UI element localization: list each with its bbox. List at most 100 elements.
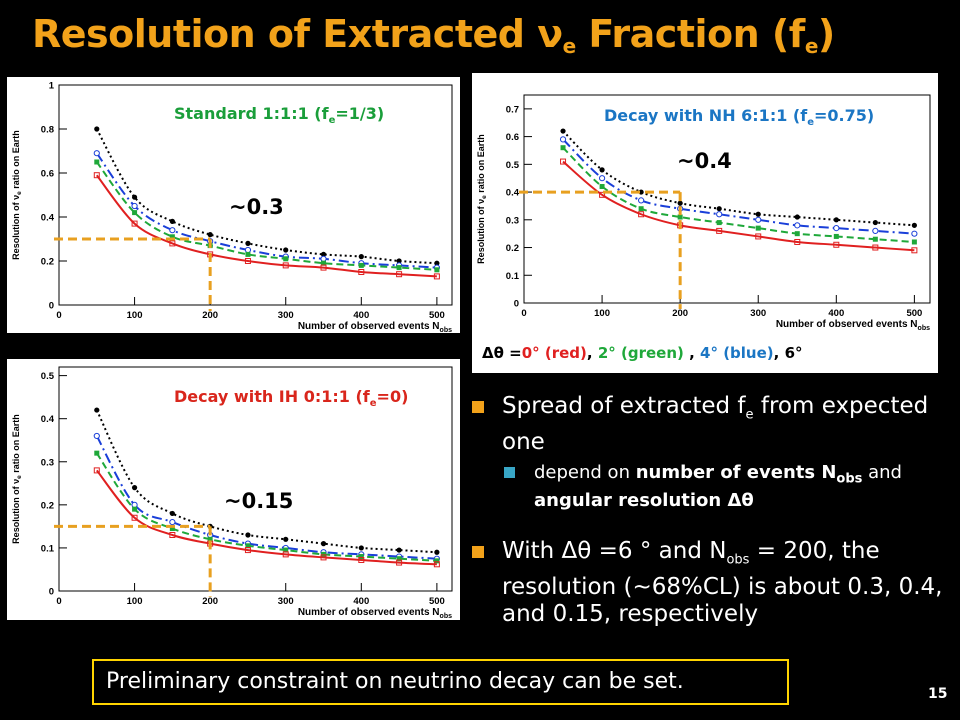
data-point — [677, 214, 683, 220]
delta-theta-legend: Δθ =0° (red), 2° (green) , 4° (blue), 6° — [482, 344, 803, 362]
y-tick-label: 0.2 — [506, 243, 519, 254]
data-point — [282, 551, 289, 558]
data-point — [169, 518, 176, 526]
y-tick-label: 0.8 — [41, 125, 54, 136]
resolution-annotation: ~0.3 — [229, 195, 284, 219]
x-tick-label: 400 — [828, 308, 844, 319]
plot-decay-ih: 0 0.1 0.2 0.3 0.4 0.5 0 100 200 300 400 500 Number o… — [7, 359, 460, 620]
sub-bullet-depend: depend on number of events Nobs and angu… — [502, 462, 950, 513]
data-point — [599, 191, 606, 198]
x-tick-label: 400 — [353, 310, 369, 321]
y-tick-label: 0.2 — [41, 257, 54, 268]
data-point — [169, 532, 176, 538]
data-point — [358, 269, 365, 275]
data-point — [911, 222, 917, 228]
data-point — [169, 234, 175, 240]
data-point — [560, 145, 566, 151]
data-point — [321, 260, 327, 266]
data-point — [320, 554, 327, 561]
x-tick-label: 200 — [202, 310, 218, 321]
data-point — [559, 136, 567, 143]
page-number: 15 — [928, 686, 948, 702]
data-point — [794, 231, 800, 237]
plot-decay-nh: 0 0.1 0.2 0.3 0.4 0.5 0.6 0.7 0 100 200 300 400 500 Nu… — [472, 73, 938, 373]
x-tick-label: 400 — [353, 596, 369, 607]
chart-decay-nh-svg: 0 0.1 0.2 0.3 0.4 0.5 0.6 0.7 0 100 200 300 400 500Nu… — [476, 94, 931, 332]
data-point — [93, 150, 100, 157]
data-point — [434, 260, 440, 266]
x-tick-label: 500 — [906, 308, 922, 319]
series-line — [562, 138, 915, 235]
data-point — [716, 211, 723, 218]
data-point — [396, 258, 402, 264]
x-tick-label: 0 — [521, 308, 526, 319]
data-point — [755, 225, 761, 231]
data-point — [93, 432, 100, 440]
data-point — [321, 551, 327, 557]
series-line — [95, 452, 437, 562]
data-point — [794, 214, 800, 220]
plot-frame — [523, 94, 931, 304]
x-tick-label: 0 — [56, 310, 61, 321]
data-point — [131, 485, 138, 491]
data-point — [433, 561, 440, 568]
data-point — [320, 251, 327, 257]
data-point — [94, 126, 100, 132]
data-point — [169, 526, 175, 532]
data-point — [244, 246, 252, 254]
data-point — [320, 255, 327, 262]
y-tick-label: 0.5 — [41, 371, 55, 382]
data-point — [716, 227, 723, 234]
plot-decay-ih-label: Decay with IH 0:1:1 (fe=0) — [174, 387, 409, 410]
resolution-annotation: ~0.15 — [224, 489, 294, 513]
y-tick-label: 0.7 — [506, 104, 519, 115]
y-tick-label: 0.3 — [506, 215, 519, 226]
data-point — [169, 227, 176, 234]
y-tick-label: 0 — [49, 301, 54, 312]
data-point — [244, 258, 251, 264]
y-tick-label: 0.6 — [41, 169, 54, 180]
data-point — [358, 556, 365, 563]
y-tick-label: 0.4 — [41, 213, 55, 224]
data-point — [872, 236, 878, 242]
series-line — [562, 160, 915, 252]
data-point — [169, 510, 175, 517]
data-point — [283, 547, 289, 553]
data-point — [598, 175, 606, 182]
data-point — [245, 251, 251, 257]
resolution-annotation: ~0.4 — [677, 149, 732, 173]
data-point — [396, 265, 402, 271]
data-point — [755, 233, 762, 240]
data-point — [245, 543, 251, 549]
data-point — [131, 514, 138, 521]
bullet-result: With Δθ =6 ° and Nobs = 200, the resolut… — [470, 538, 950, 628]
x-tick-label: 100 — [127, 310, 143, 321]
series-line — [96, 174, 437, 278]
data-point — [396, 559, 403, 566]
data-point — [131, 194, 138, 200]
x-axis-label: Number of observed events Nobs — [298, 607, 452, 620]
data-point — [207, 536, 213, 542]
x-axis-label: Number of observed events Nobs — [776, 319, 930, 332]
data-point — [396, 556, 402, 562]
data-point — [794, 222, 801, 229]
data-point — [94, 159, 100, 165]
data-point — [132, 210, 138, 216]
x-tick-label: 300 — [278, 310, 294, 321]
data-point — [320, 264, 327, 271]
data-point — [132, 506, 138, 512]
data-point — [131, 220, 138, 227]
y-tick-label: 0.2 — [41, 500, 54, 511]
data-point — [358, 254, 364, 260]
x-tick-label: 100 — [127, 596, 143, 607]
data-point — [833, 225, 840, 232]
y-tick-label: 0 — [514, 299, 519, 310]
data-point — [169, 240, 176, 247]
data-point — [358, 262, 364, 268]
data-point — [434, 558, 440, 564]
x-tick-label: 500 — [429, 596, 445, 607]
data-point — [94, 407, 100, 413]
bullet-square-icon — [504, 466, 515, 478]
y-tick-label: 0.3 — [41, 457, 54, 468]
